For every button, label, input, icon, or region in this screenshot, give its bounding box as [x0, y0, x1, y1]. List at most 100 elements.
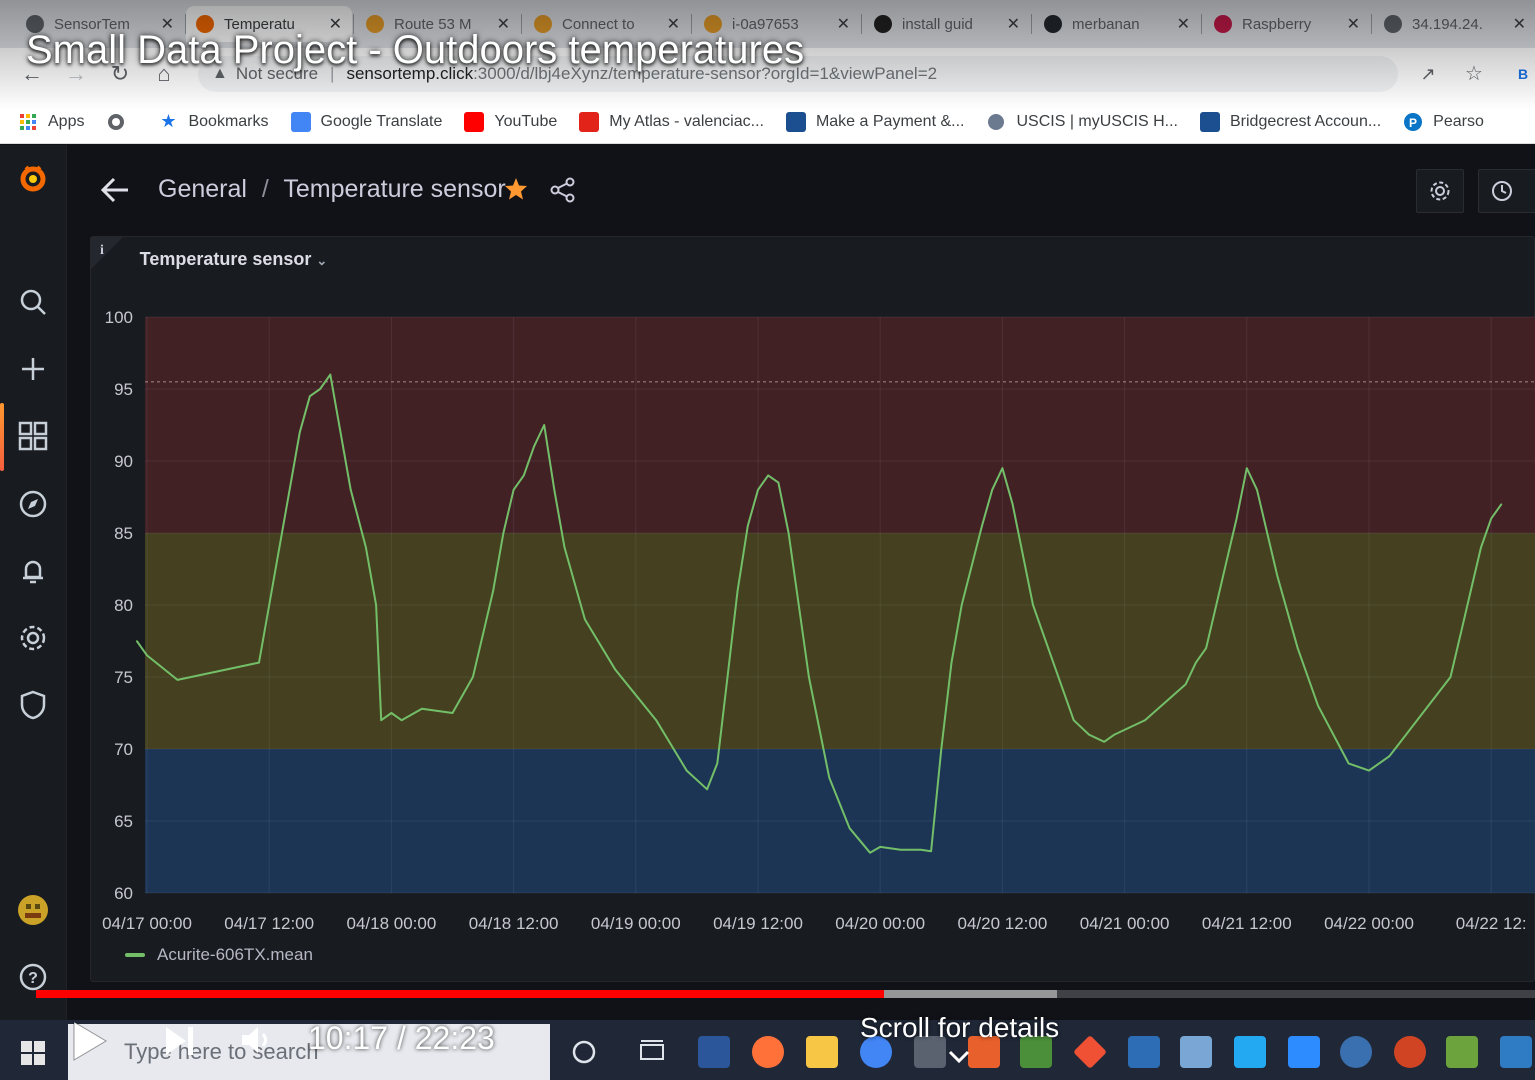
tab-close-icon[interactable]: ✕ — [1346, 16, 1360, 33]
data-point — [1184, 683, 1187, 685]
browser-tab[interactable]: Route 53 M ✕ — [356, 6, 520, 42]
plus-icon[interactable] — [16, 352, 50, 386]
task-view-icon[interactable] — [636, 1036, 668, 1068]
bookmark-item[interactable]: Make a Payment &... — [785, 111, 965, 132]
share-page-icon[interactable]: ↗ — [1420, 64, 1436, 84]
alerting-icon[interactable] — [16, 554, 50, 588]
breadcrumb: General / Temperature sensor — [158, 175, 506, 204]
word-icon[interactable] — [698, 1036, 730, 1068]
firefox-icon[interactable] — [752, 1036, 784, 1068]
search-icon[interactable] — [16, 285, 50, 319]
windows-start-icon[interactable] — [20, 1040, 46, 1066]
taskbar-app-icon[interactable] — [1128, 1036, 1160, 1068]
help-icon[interactable]: ? — [16, 960, 50, 994]
chevron-down-icon[interactable] — [948, 1050, 970, 1064]
file-explorer-icon[interactable] — [806, 1036, 838, 1068]
taskbar-app-icon[interactable] — [1340, 1036, 1372, 1068]
browser-tab[interactable]: Connect to ✕ — [524, 6, 690, 42]
favorite-star-icon[interactable] — [504, 177, 528, 201]
tab-close-icon[interactable]: ✕ — [328, 16, 342, 33]
tab-close-icon[interactable]: ✕ — [1006, 16, 1020, 33]
data-point — [747, 525, 749, 527]
data-point — [329, 373, 332, 376]
user-avatar-icon[interactable] — [16, 893, 50, 927]
browser-tab[interactable]: 34.194.24. ✕ — [1374, 6, 1535, 42]
timeseries-chart[interactable]: 100 95 90 85 80 75 70 65 60 04/17 00:00 04/17 12:0… — [91, 237, 1535, 983]
panel-info-icon[interactable]: i — [91, 237, 123, 269]
video-title[interactable]: Small Data Project - Outdoors temperatur… — [26, 28, 805, 72]
svg-text:?: ? — [28, 970, 38, 987]
browser-tab[interactable]: SensorTem ✕ — [16, 6, 184, 42]
tab-close-icon[interactable]: ✕ — [1512, 16, 1526, 33]
legend[interactable]: Acurite-606TX.mean — [125, 945, 313, 965]
bookmark-item[interactable]: My Atlas - valenciac... — [579, 111, 764, 132]
keyboard-app-icon[interactable] — [914, 1036, 946, 1068]
browser-tab[interactable]: i-0a97653 ✕ — [694, 6, 860, 42]
browser-tab[interactable]: Raspberry ✕ — [1204, 6, 1370, 42]
powerpoint-icon[interactable] — [1394, 1036, 1426, 1068]
back-button[interactable]: ← — [21, 61, 43, 86]
grafana-logo-icon[interactable] — [16, 161, 50, 195]
dashboards-icon[interactable] — [16, 419, 50, 453]
home-button[interactable]: ⌂ — [157, 61, 171, 86]
volume-icon[interactable] — [240, 1024, 274, 1056]
data-point — [319, 388, 321, 390]
browser-tab[interactable]: merbanan ✕ — [1034, 6, 1200, 42]
tab-close-icon[interactable]: ✕ — [666, 16, 680, 33]
profile-icon[interactable]: B — [1517, 66, 1529, 82]
url-divider: | — [330, 64, 335, 83]
bookmark-item[interactable]: Bridgecrest Accoun... — [1199, 111, 1381, 132]
next-video-icon[interactable] — [164, 1026, 196, 1056]
time-picker-button[interactable] — [1478, 169, 1535, 213]
threshold-band — [145, 749, 1535, 893]
tab-close-icon[interactable]: ✕ — [160, 16, 174, 33]
shield-icon[interactable] — [16, 688, 50, 722]
tab-close-icon[interactable]: ✕ — [1176, 16, 1190, 33]
play-icon[interactable] — [70, 1020, 110, 1062]
data-point — [1072, 719, 1075, 721]
y-tick-label: 90 — [114, 452, 133, 471]
cortana-icon[interactable] — [568, 1036, 600, 1068]
scroll-for-details[interactable]: Scroll for details — [860, 1012, 1060, 1043]
vscode-icon[interactable] — [1234, 1036, 1266, 1068]
bookmark-item[interactable]: Apps — [18, 112, 84, 132]
chrome-icon[interactable] — [860, 1036, 892, 1068]
bookmark-item[interactable]: Google Translate — [290, 111, 442, 132]
back-arrow-icon[interactable] — [98, 173, 132, 207]
taskbar-app-icon[interactable] — [1446, 1036, 1478, 1068]
git-icon[interactable] — [1073, 1035, 1107, 1069]
config-icon[interactable] — [16, 621, 50, 655]
bookmark-item[interactable]: ★ Bookmarks — [158, 111, 268, 132]
data-point — [1256, 489, 1258, 491]
zoom-icon[interactable] — [1288, 1036, 1320, 1068]
taskbar-search-box[interactable]: Type here to search — [68, 1024, 550, 1080]
bookmark-star-icon[interactable]: ☆ — [1465, 63, 1483, 85]
explore-icon[interactable] — [16, 487, 50, 521]
bookmark-item[interactable]: USCIS | myUSCIS H... — [986, 112, 1178, 132]
taskbar-app-icon[interactable] — [968, 1036, 1000, 1068]
bookmark-item[interactable] — [106, 112, 136, 132]
browser-tab[interactable]: install guid ✕ — [864, 6, 1030, 42]
bookmark-item[interactable]: P Pearso — [1403, 112, 1484, 132]
video-progress-bar[interactable] — [36, 990, 1535, 998]
tab-close-icon[interactable]: ✕ — [836, 16, 850, 33]
bookmark-label: Make a Payment &... — [815, 112, 965, 130]
address-bar[interactable]: ▲ Not secure | sensortemp.click :3000/d/… — [198, 56, 1398, 92]
tab-close-icon[interactable]: ✕ — [496, 16, 510, 33]
forward-button[interactable]: → — [65, 61, 87, 86]
dashboard-settings-button[interactable] — [1416, 169, 1464, 213]
panel-header[interactable]: Temperature sensor ⌄ — [91, 249, 1534, 270]
dashboard-title[interactable]: Temperature sensor — [283, 175, 506, 203]
taskbar-app-icon[interactable] — [1500, 1036, 1532, 1068]
taskbar-app-icon[interactable] — [1180, 1036, 1212, 1068]
breadcrumb-folder[interactable]: General — [158, 175, 247, 203]
share-icon[interactable] — [550, 177, 576, 203]
browser-tab[interactable]: Temperatu ✕ — [186, 6, 352, 42]
reload-button[interactable]: ↻ — [110, 61, 130, 86]
data-point — [502, 532, 505, 534]
bookmark-item[interactable]: YouTube — [464, 111, 557, 132]
x-tick-label: 04/22 12: — [1456, 914, 1527, 933]
data-point — [706, 788, 708, 791]
taskbar-app-icon[interactable] — [1020, 1036, 1052, 1068]
bookmark-label: Pearso — [1433, 112, 1484, 130]
